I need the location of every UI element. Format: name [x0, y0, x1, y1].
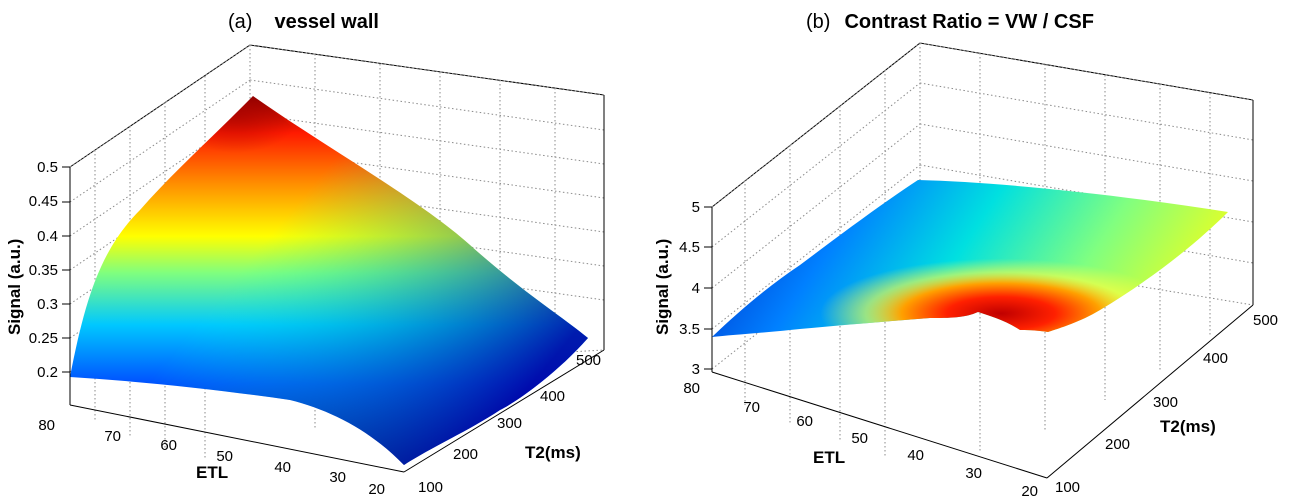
- tick-label: 5: [692, 199, 700, 216]
- panel-b-surface: [712, 180, 1228, 337]
- panel-b: (b) Contrast Ratio = VW / CSF: [653, 11, 1278, 500]
- tick-label: 20: [368, 481, 385, 498]
- panel-b-title: (b) Contrast Ratio = VW / CSF: [806, 11, 1094, 33]
- tick-label: 60: [796, 413, 813, 430]
- tick-label: 100: [418, 479, 443, 496]
- tick-label: 0.35: [29, 262, 58, 279]
- tick-label: 30: [965, 465, 982, 482]
- panel-a-axes: [69, 95, 605, 473]
- tick-label: 3.5: [679, 321, 700, 338]
- tick-label: 70: [743, 399, 760, 416]
- tick-label: 0.3: [37, 296, 58, 313]
- tick-label: 40: [274, 459, 291, 476]
- panel-a-y-label: ETL: [196, 463, 228, 482]
- tick-label: 500: [1253, 312, 1278, 329]
- panel-a-x-ticks: 100 200 300 400 500: [418, 352, 601, 496]
- tick-label: 3: [692, 361, 700, 378]
- tick-label: 20: [1021, 483, 1038, 500]
- tick-label: 40: [907, 447, 924, 464]
- panel-b-grid: [711, 42, 1254, 458]
- tick-label: 60: [160, 437, 177, 454]
- panel-a-y-ticks: 80 70 60 50 40 30 20: [38, 417, 385, 498]
- panel-a-z-label: Signal (a.u.): [5, 239, 24, 335]
- panel-a-label: (a): [228, 11, 252, 33]
- tick-label: 100: [1055, 479, 1080, 496]
- tick-label: 500: [576, 352, 601, 369]
- panel-a-x-label: T2(ms): [525, 443, 581, 462]
- panel-b-label: (b): [806, 11, 830, 33]
- tick-label: 50: [216, 448, 233, 465]
- tick-label: 400: [540, 388, 565, 405]
- panel-b-axes: [711, 100, 1254, 479]
- tick-label: 80: [38, 417, 55, 434]
- panel-b-x-label: T2(ms): [1160, 417, 1216, 436]
- tick-label: 80: [683, 380, 700, 397]
- panel-b-z-label: Signal (a.u.): [653, 239, 672, 335]
- panel-b-x-ticks: 100 200 300 400 500: [1055, 312, 1278, 496]
- panel-b-y-label: ETL: [813, 448, 845, 467]
- panel-b-y-ticks: 80 70 60 50 40 30 20: [683, 380, 1038, 500]
- panel-a-surface: [70, 96, 588, 465]
- panel-a-title-text: vessel wall: [274, 11, 379, 33]
- tick-label: 300: [1153, 394, 1178, 411]
- tick-label: 70: [104, 428, 121, 445]
- tick-label: 4.5: [679, 239, 700, 256]
- tick-label: 30: [329, 469, 346, 486]
- panel-a-z-ticks: 0.5 0.45 0.4 0.35 0.3 0.25 0.2: [29, 159, 70, 381]
- panel-a-title: (a) vessel wall: [228, 11, 379, 33]
- tick-label: 0.2: [37, 364, 58, 381]
- tick-label: 0.45: [29, 193, 58, 210]
- tick-label: 0.25: [29, 330, 58, 347]
- tick-label: 300: [497, 415, 522, 432]
- panel-b-title-text: Contrast Ratio = VW / CSF: [844, 11, 1093, 33]
- tick-label: 400: [1203, 350, 1228, 367]
- tick-label: 0.4: [37, 228, 58, 245]
- panel-a: (a) vessel wall: [5, 11, 605, 498]
- tick-label: 200: [453, 446, 478, 463]
- tick-label: 4: [692, 280, 700, 297]
- tick-label: 0.5: [37, 159, 58, 176]
- panel-b-z-ticks: 5 4.5 4 3.5 3: [679, 199, 712, 378]
- tick-label: 50: [851, 430, 868, 447]
- tick-label: 200: [1105, 436, 1130, 453]
